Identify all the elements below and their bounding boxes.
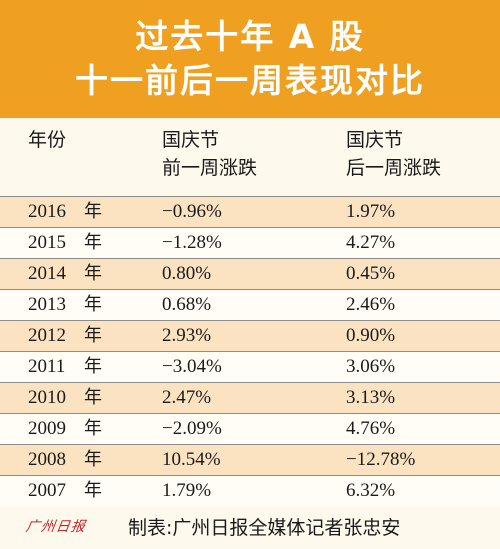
column-header-before-line2: 前一周涨跌 xyxy=(162,157,258,179)
year-unit-cell: 年 xyxy=(84,449,102,470)
year-cell: 2016 xyxy=(28,201,66,222)
table-row: 2007 年 1.79% 6.32% xyxy=(0,476,500,507)
year-cell: 2012 xyxy=(28,325,66,346)
column-header-before-line1: 国庆节 xyxy=(162,129,220,151)
year-cell: 2009 xyxy=(28,418,66,439)
after-holiday-change-cell: 0.45% xyxy=(346,263,396,284)
column-header-after-line2: 后一周涨跌 xyxy=(346,157,442,179)
newspaper-logo: 广州日报 xyxy=(24,519,87,535)
year-cell: 2007 xyxy=(28,480,66,501)
after-holiday-change-cell: 0.90% xyxy=(346,325,396,346)
before-holiday-change-cell: 10.54% xyxy=(162,449,221,470)
title-banner: 过去十年 A 股 十一前后一周表现对比 xyxy=(0,0,500,118)
year-cell: 2014 xyxy=(28,263,66,284)
table-credit: 制表:广州日报全媒体记者张忠安 xyxy=(128,517,401,539)
before-holiday-change-cell: 2.93% xyxy=(162,325,212,346)
column-header-after-line1: 国庆节 xyxy=(346,129,404,151)
year-unit-cell: 年 xyxy=(84,480,102,501)
before-holiday-change-cell: 1.79% xyxy=(162,480,212,501)
table-row: 2013 年 0.68% 2.46% xyxy=(0,290,500,321)
year-unit-cell: 年 xyxy=(84,356,102,377)
before-holiday-change-cell: 2.47% xyxy=(162,387,212,408)
after-holiday-change-cell: 1.97% xyxy=(346,201,396,222)
title-line-2: 十一前后一周表现对比 xyxy=(75,61,425,100)
table-row: 2015 年 −1.28% 4.27% xyxy=(0,228,500,259)
footer: 广州日报 制表:广州日报全媒体记者张忠安 xyxy=(0,506,500,549)
after-holiday-change-cell: 3.13% xyxy=(346,387,396,408)
before-holiday-change-cell: −0.96% xyxy=(162,201,222,222)
year-unit-cell: 年 xyxy=(84,387,102,408)
table-row: 2011 年 −3.04% 3.06% xyxy=(0,352,500,383)
after-holiday-change-cell: 4.76% xyxy=(346,418,396,439)
after-holiday-change-cell: 6.32% xyxy=(346,480,396,501)
column-header-after: 国庆节 后一周涨跌 xyxy=(346,126,441,182)
after-holiday-change-cell: 4.27% xyxy=(346,232,396,253)
year-unit-cell: 年 xyxy=(84,201,102,222)
before-holiday-change-cell: −2.09% xyxy=(162,418,222,439)
data-table: 2016 年 −0.96% 1.97% 2015 年 −1.28% 4.27% 2014 年 0.8… xyxy=(0,196,500,507)
after-holiday-change-cell: 3.06% xyxy=(346,356,396,377)
column-header-before: 国庆节 前一周涨跌 xyxy=(162,126,257,182)
before-holiday-change-cell: −1.28% xyxy=(162,232,222,253)
year-cell: 2015 xyxy=(28,232,66,253)
year-unit-cell: 年 xyxy=(84,294,102,315)
year-unit-cell: 年 xyxy=(84,232,102,253)
column-header-year: 年份 xyxy=(28,126,66,154)
table-row: 2016 年 −0.96% 1.97% xyxy=(0,196,500,228)
year-cell: 2013 xyxy=(28,294,66,315)
year-unit-cell: 年 xyxy=(84,418,102,439)
after-holiday-change-cell: 2.46% xyxy=(346,294,396,315)
table-row: 2010 年 2.47% 3.13% xyxy=(0,383,500,414)
before-holiday-change-cell: −3.04% xyxy=(162,356,222,377)
table-row: 2008 年 10.54% −12.78% xyxy=(0,445,500,476)
year-cell: 2011 xyxy=(28,356,66,377)
column-header-year-label: 年份 xyxy=(28,129,67,151)
table-row: 2014 年 0.80% 0.45% xyxy=(0,259,500,290)
table-row: 2012 年 2.93% 0.90% xyxy=(0,321,500,352)
table-row: 2009 年 −2.09% 4.76% xyxy=(0,414,500,445)
year-unit-cell: 年 xyxy=(84,263,102,284)
before-holiday-change-cell: 0.80% xyxy=(162,263,212,284)
after-holiday-change-cell: −12.78% xyxy=(346,449,416,470)
before-holiday-change-cell: 0.68% xyxy=(162,294,212,315)
year-cell: 2008 xyxy=(28,449,66,470)
title-line-1: 过去十年 A 股 xyxy=(135,17,365,56)
year-cell: 2010 xyxy=(28,387,66,408)
year-unit-cell: 年 xyxy=(84,325,102,346)
